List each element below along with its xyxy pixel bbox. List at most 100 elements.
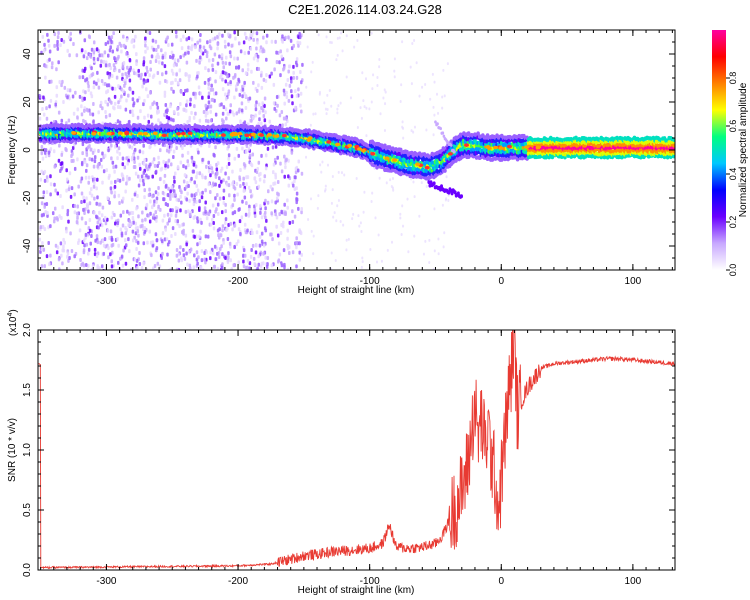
- heatmap-cell: [81, 151, 84, 156]
- heatmap-cell: [284, 82, 288, 87]
- heatmap-cell: [402, 224, 405, 228]
- heatmap-cell: [127, 93, 130, 98]
- heatmap-cell: [95, 81, 98, 86]
- heatmap-cell: [70, 186, 74, 191]
- heatmap-cell: [239, 49, 243, 54]
- heatmap-cell: [275, 60, 279, 65]
- heatmap-cell: [359, 221, 362, 225]
- heatmap-cell: [130, 210, 133, 215]
- heatmap-cell: [371, 87, 374, 91]
- heatmap-cell: [376, 83, 379, 87]
- heatmap-cell: [156, 105, 160, 110]
- heatmap-cell: [148, 73, 151, 78]
- heatmap-cell: [194, 95, 197, 100]
- heatmap-cell: [81, 98, 84, 103]
- heatmap-cell: [142, 241, 146, 246]
- heatmap-cell: [292, 64, 295, 69]
- heatmap-cell: [260, 215, 264, 220]
- heatmap-cell: [141, 84, 144, 89]
- heatmap-cell: [93, 177, 96, 182]
- heatmap-cell: [324, 107, 327, 111]
- heatmap-cell: [143, 188, 146, 193]
- heatmap-cell: [436, 92, 439, 96]
- heatmap-cell: [180, 258, 184, 263]
- heatmap-cell: [95, 253, 99, 258]
- heatmap-cell: [93, 252, 97, 257]
- heatmap-cell: [45, 116, 49, 121]
- heatmap-cell: [214, 182, 217, 187]
- heatmap-cell: [126, 209, 129, 214]
- heatmap-cell: [116, 178, 120, 183]
- heatmap-cell: [54, 188, 57, 193]
- heatmap-cell: [263, 96, 267, 101]
- heatmap-cell: [57, 110, 61, 115]
- heatmap-cell: [179, 38, 183, 43]
- heatmap-cell: [113, 65, 117, 70]
- heatmap-cell: [410, 82, 413, 86]
- heatmap-cell: [293, 179, 296, 184]
- heatmap-cell: [314, 112, 317, 116]
- heatmap-cell: [164, 70, 168, 75]
- heatmap-cell: [97, 202, 101, 207]
- heatmap-cell: [231, 227, 234, 232]
- heatmap-cell: [389, 178, 392, 182]
- heatmap-cell: [402, 136, 405, 140]
- heatmap-cell: [233, 244, 236, 249]
- heatmap-cell: [433, 113, 436, 117]
- heatmap-cell: [261, 101, 264, 106]
- heatmap-cell: [198, 234, 201, 239]
- heatmap-cell: [276, 103, 279, 108]
- heatmap-cell: [186, 88, 189, 93]
- heatmap-cell: [75, 211, 79, 216]
- heatmap-cell: [80, 48, 84, 53]
- heatmap-cell: [161, 231, 165, 236]
- heatmap-cell: [98, 210, 101, 215]
- heatmap-cell: [197, 255, 200, 260]
- heatmap-cell: [150, 205, 154, 210]
- heatmap-cell: [172, 109, 176, 114]
- heatmap-cell: [122, 210, 125, 215]
- heatmap-cell: [99, 219, 102, 224]
- heatmap-cell: [49, 182, 53, 187]
- heatmap-cell: [110, 156, 113, 161]
- heatmap-cell: [114, 164, 118, 169]
- heatmap-cell: [294, 175, 297, 180]
- heatmap-cell: [188, 250, 191, 255]
- heatmap-cell: [222, 196, 225, 201]
- heatmap-cell: [295, 57, 299, 62]
- heatmap-cell: [161, 61, 164, 66]
- heatmap-cell: [135, 52, 138, 57]
- heatmap-cell: [437, 237, 440, 241]
- heatmap-cell: [56, 217, 59, 222]
- heatmap-cell: [268, 119, 272, 124]
- heatmap-cell: [170, 86, 173, 91]
- heatmap-cell: [180, 200, 183, 205]
- heatmap-cell: [74, 140, 78, 145]
- heatmap-cell: [257, 102, 261, 107]
- heatmap-cell: [161, 55, 165, 60]
- heatmap-cell: [76, 107, 80, 112]
- heatmap-cell: [47, 150, 51, 155]
- heatmap-cell: [47, 241, 50, 246]
- heatmap-cell: [53, 32, 57, 37]
- heatmap-cell: [135, 62, 138, 67]
- heatmap-cell: [40, 169, 44, 174]
- heatmap-cell: [82, 118, 85, 123]
- heatmap-cell: [238, 207, 241, 212]
- heatmap-cell: [150, 253, 153, 258]
- heatmap-cell: [121, 263, 125, 268]
- heatmap-cell: [211, 57, 215, 62]
- heatmap-cell: [170, 117, 173, 122]
- heatmap-cell: [352, 212, 355, 216]
- heatmap-cell: [253, 176, 256, 181]
- heatmap-cell: [87, 263, 90, 268]
- heatmap-cell: [221, 87, 225, 92]
- heatmap-cell: [230, 267, 234, 270]
- heatmap-cell: [262, 114, 266, 119]
- heatmap-cell: [200, 195, 204, 200]
- heatmap-cell: [203, 206, 207, 211]
- heatmap-cell: [248, 266, 251, 270]
- heatmap-cell: [80, 162, 84, 167]
- heatmap-cell: [263, 174, 267, 179]
- heatmap-cell: [136, 98, 139, 103]
